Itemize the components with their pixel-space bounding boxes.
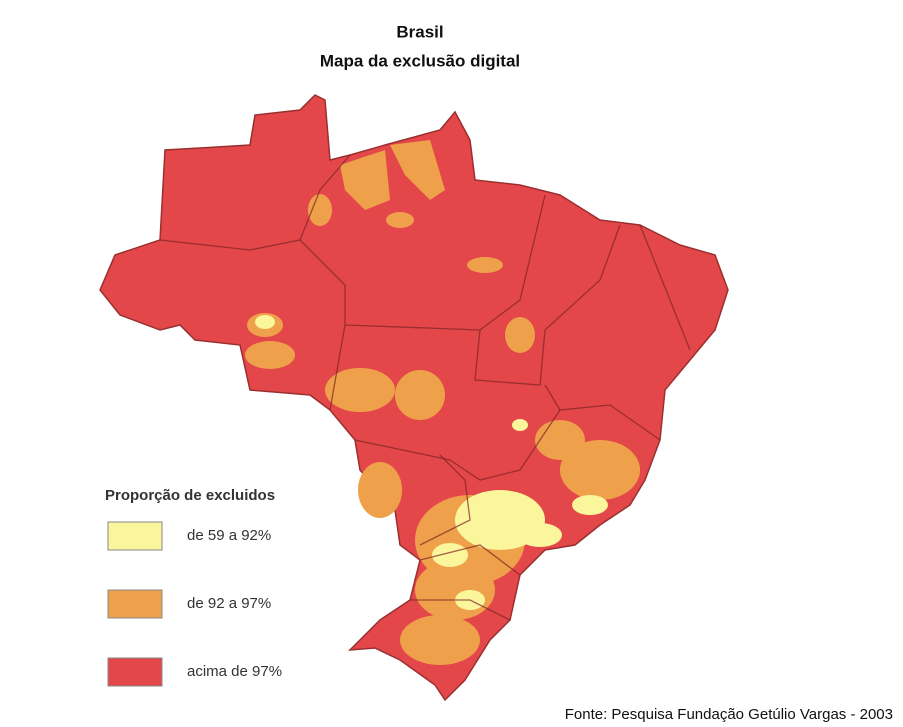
state-borders bbox=[159, 154, 691, 621]
yellow-areas bbox=[255, 315, 608, 610]
map-title: Brasil bbox=[396, 22, 443, 41]
source: Fonte: Pesquisa Fundação Getúlio Vargas … bbox=[565, 706, 893, 723]
legend-label: de 92 a 97% bbox=[187, 595, 271, 612]
legend-swatch bbox=[107, 521, 163, 551]
legend-swatch bbox=[107, 589, 163, 619]
legend-label: acima de 97% bbox=[187, 663, 282, 680]
brazil-map bbox=[99, 94, 729, 702]
legend: de 59 a 92% de 92 a 97% acima de 97% bbox=[107, 521, 282, 687]
legend-label: de 59 a 92% bbox=[187, 527, 271, 544]
map-subtitle: Mapa da exclusão digital bbox=[320, 51, 520, 70]
legend-swatch bbox=[107, 657, 163, 687]
legend-title: Proporção de excluidos bbox=[105, 487, 275, 504]
